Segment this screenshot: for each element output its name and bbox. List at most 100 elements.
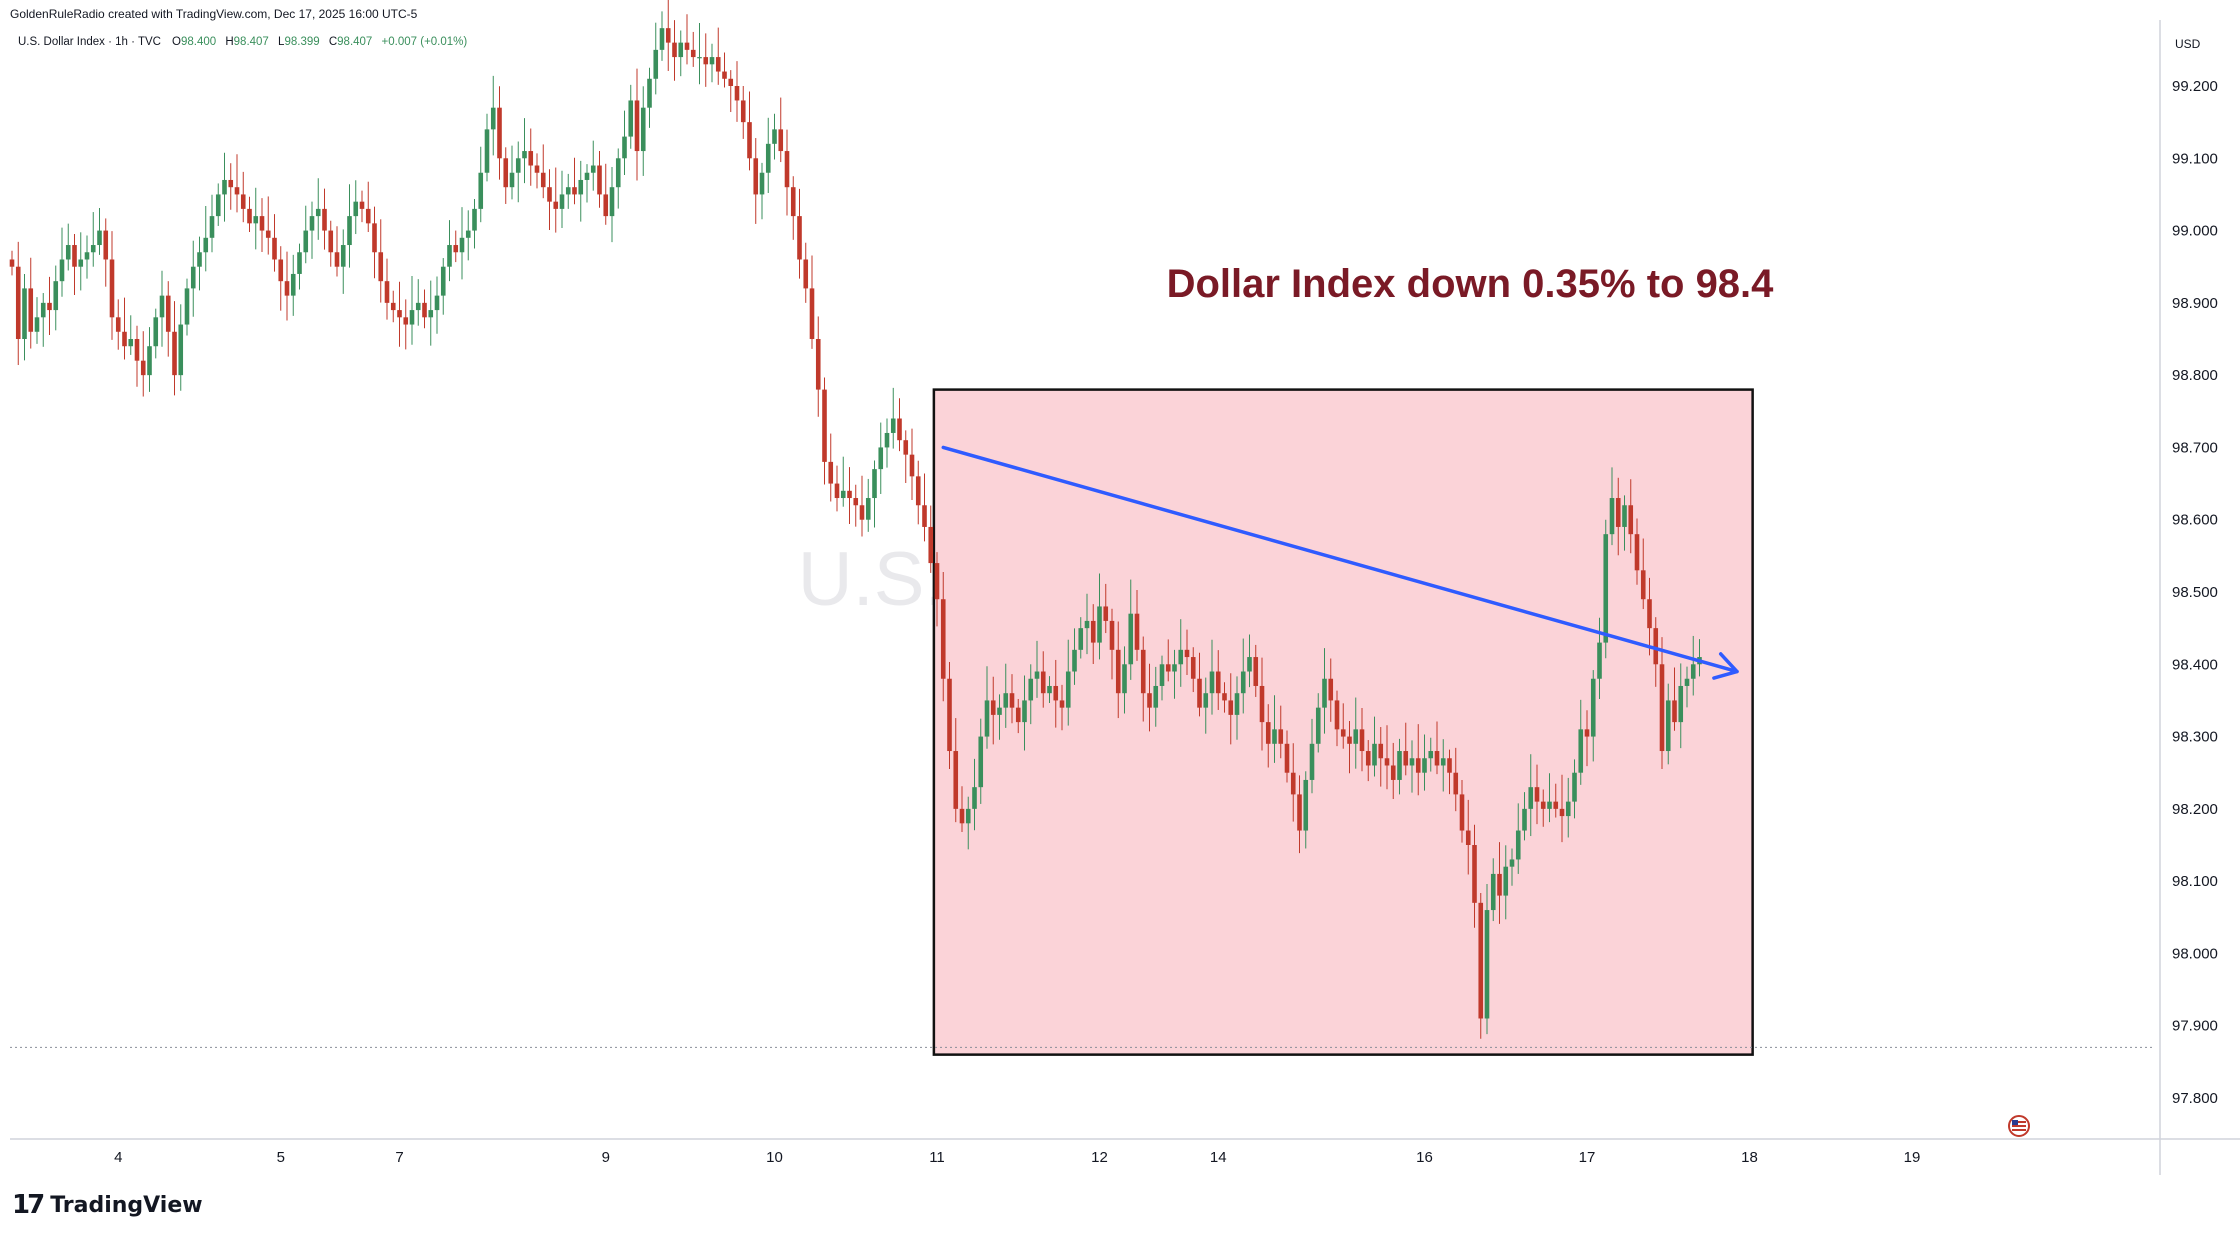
candle-body — [1297, 794, 1302, 831]
candle — [1365, 740, 1371, 782]
candle — [390, 290, 396, 323]
candle-body — [597, 165, 602, 195]
candle — [1678, 663, 1684, 749]
candle-body — [684, 42, 690, 50]
candle — [1265, 704, 1271, 768]
candle — [503, 147, 509, 204]
candle — [1653, 617, 1659, 687]
candle — [47, 276, 52, 335]
candle — [453, 230, 459, 263]
price-tick-label: 99.100 — [2172, 150, 2218, 167]
candle — [1165, 639, 1171, 682]
candle — [1647, 577, 1652, 656]
candle-body — [1684, 678, 1690, 686]
candle — [53, 265, 59, 331]
candle — [384, 258, 390, 320]
candle — [603, 163, 609, 225]
candle — [528, 128, 534, 186]
candle-body — [1584, 729, 1590, 737]
candle — [1590, 670, 1596, 762]
candle-body — [1234, 693, 1240, 715]
candle — [1565, 777, 1571, 838]
tradingview-brand[interactable]: 17 TradingView — [12, 1190, 203, 1220]
candle — [322, 188, 327, 250]
candle — [809, 255, 815, 349]
price-tick-label: 98.000 — [2172, 945, 2218, 962]
svg-text:O98.400 H98.407 L9: O98.400 H98.407 L98.399 C98.407 +0.007 (… — [172, 36, 467, 48]
candle-body — [772, 129, 777, 144]
candle-body — [1084, 620, 1090, 629]
candle — [309, 201, 315, 259]
trend-arrow[interactable] — [941, 445, 1739, 674]
candle-body — [1165, 664, 1171, 672]
candle — [640, 86, 646, 176]
candle-body — [1484, 910, 1490, 1019]
us-flag-icon[interactable] — [2008, 1115, 2030, 1137]
candle-body — [1215, 671, 1221, 694]
candle — [1478, 892, 1484, 1039]
candle — [647, 67, 652, 128]
candle — [1259, 657, 1265, 751]
candle-body — [159, 295, 165, 318]
candle — [140, 331, 146, 397]
candle — [828, 433, 834, 502]
candle-body — [1478, 902, 1484, 1019]
candle — [965, 796, 971, 850]
candle-body — [1390, 765, 1396, 780]
candle-body — [1359, 729, 1365, 752]
candle-body — [1197, 678, 1202, 708]
candle — [1122, 646, 1127, 714]
candle — [759, 162, 765, 220]
candle-body — [109, 259, 115, 318]
candle — [665, 0, 671, 71]
candle — [1022, 675, 1027, 751]
candle — [878, 422, 884, 494]
candle-body — [1459, 794, 1465, 831]
price-tick-label: 98.200 — [2172, 801, 2218, 818]
candle-body — [740, 100, 746, 123]
candle-body — [815, 339, 821, 390]
candle-body — [959, 808, 965, 824]
candle-body — [1059, 700, 1065, 708]
candle-body — [553, 201, 559, 209]
candle-body — [115, 317, 121, 332]
candle-body — [572, 187, 577, 195]
candle-body — [728, 78, 734, 86]
candle-body — [434, 295, 440, 311]
candle — [440, 258, 446, 315]
candle — [353, 180, 359, 235]
candle — [1659, 637, 1665, 769]
candle-body — [334, 252, 340, 267]
candle — [522, 118, 527, 184]
candle — [228, 163, 234, 210]
candle-body — [1034, 671, 1040, 679]
candle — [1540, 789, 1546, 827]
candle-body — [53, 281, 59, 311]
candle-body — [1472, 845, 1477, 903]
candle — [1453, 747, 1459, 812]
candle-body — [1190, 657, 1196, 679]
candle-body — [559, 194, 565, 209]
candle — [1309, 718, 1315, 794]
candle-body — [22, 288, 27, 339]
candle — [853, 484, 859, 527]
candle — [1015, 698, 1021, 734]
candle-body — [615, 158, 621, 188]
candle — [940, 572, 946, 702]
ohlc-h-value: 98.407 — [234, 36, 269, 48]
tradingview-name: TradingView — [50, 1192, 203, 1218]
candle-body — [390, 302, 396, 311]
ohlc-l-label: L — [278, 36, 285, 48]
candle-body — [1328, 678, 1334, 701]
candle-body — [809, 288, 815, 339]
candle-body — [428, 310, 434, 318]
candle — [1240, 638, 1246, 714]
candle-body — [1590, 678, 1596, 737]
candle-body — [909, 454, 915, 477]
candle-body — [1384, 758, 1390, 766]
candle-body — [622, 136, 627, 159]
candle-body — [1278, 729, 1284, 744]
candle-body — [1647, 599, 1652, 629]
candle — [215, 183, 221, 226]
